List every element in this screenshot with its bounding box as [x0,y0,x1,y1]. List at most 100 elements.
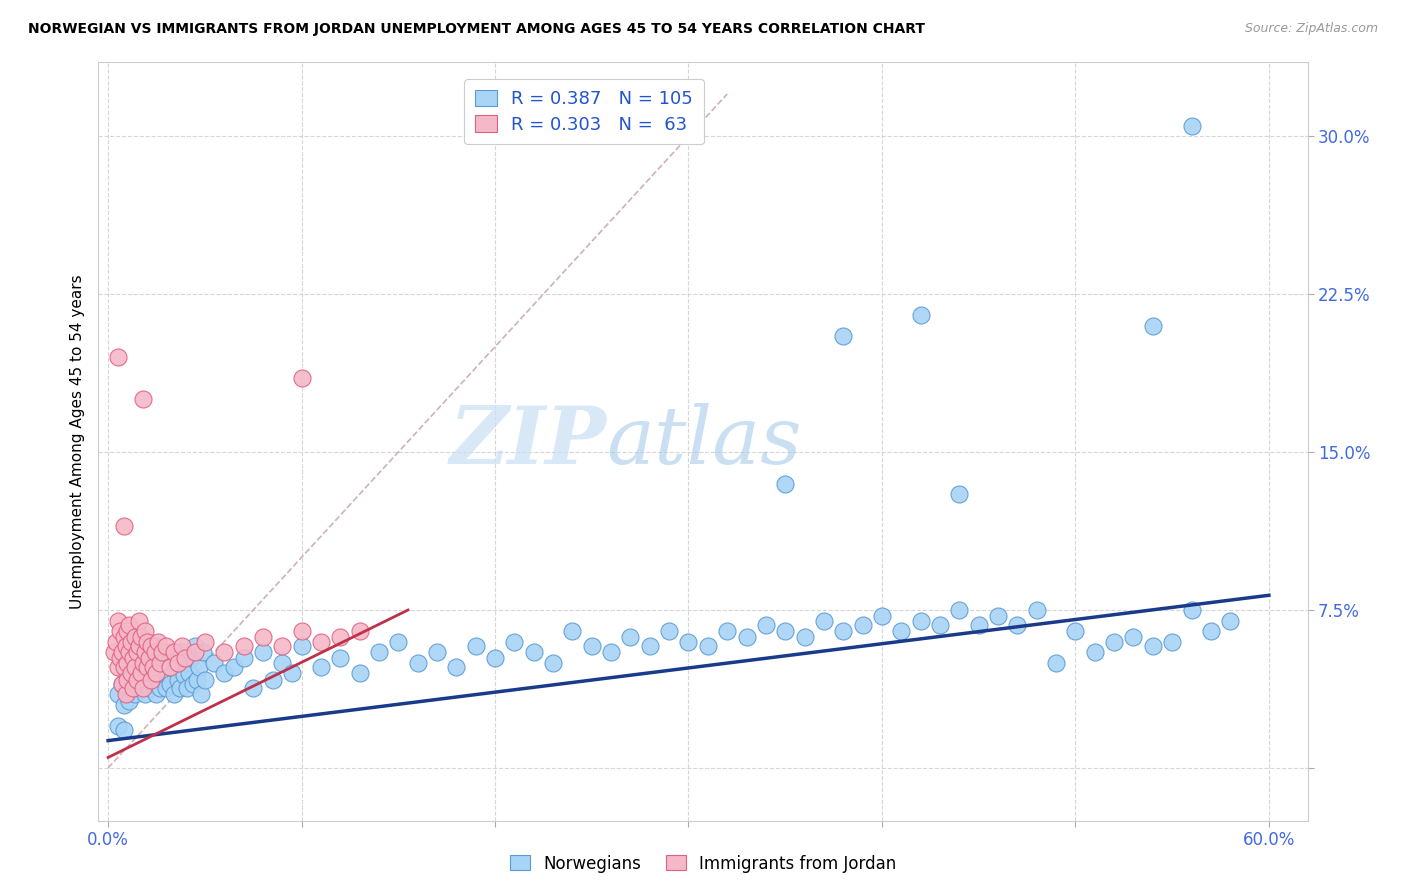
Point [948,603,970,617]
Point [174,651,197,665]
Point [114,687,136,701]
Point [561,624,583,639]
Point [150,651,173,665]
Point [122,651,145,665]
Point [145,687,167,701]
Point [406,656,429,670]
Point [128,639,150,653]
Point [793,631,815,645]
Point [252,645,274,659]
Point [132,651,155,665]
Point [1161,634,1184,648]
Point [368,645,391,659]
Point [104,634,127,648]
Point [135,660,157,674]
Point [111,645,134,659]
Point [145,656,167,670]
Point [262,673,284,687]
Point [107,660,129,674]
Point [159,677,181,691]
Point [128,681,150,695]
Point [122,681,145,695]
Point [638,639,661,653]
Point [890,624,912,639]
Point [143,645,166,659]
Point [735,631,758,645]
Y-axis label: Unemployment Among Ages 45 to 54 years: Unemployment Among Ages 45 to 54 years [69,274,84,609]
Point [157,666,180,681]
Point [1084,645,1107,659]
Point [170,645,193,659]
Point [184,645,207,659]
Point [290,624,312,639]
Point [103,645,125,659]
Point [1199,624,1222,639]
Point [155,645,177,659]
Point [163,645,186,659]
Point [600,645,623,659]
Point [132,656,155,670]
Text: ZIP: ZIP [450,403,606,480]
Point [142,677,165,691]
Point [107,687,129,701]
Point [755,617,778,632]
Point [1122,631,1144,645]
Point [118,693,141,707]
Point [122,645,145,659]
Point [114,666,136,681]
Point [204,656,226,670]
Point [658,624,681,639]
Point [716,624,738,639]
Point [166,673,188,687]
Point [129,670,152,684]
Legend: R = 0.387   N = 105, R = 0.303   N =  63: R = 0.387 N = 105, R = 0.303 N = 63 [464,79,703,145]
Point [1142,639,1164,653]
Point [143,639,166,653]
Point [117,681,139,695]
Point [112,698,135,712]
Point [118,645,141,659]
Point [165,660,187,674]
Point [132,392,155,407]
Point [155,681,177,695]
Point [523,645,546,659]
Point [1142,318,1164,333]
Point [1025,603,1047,617]
Point [1007,617,1029,632]
Point [139,639,162,653]
Point [190,687,212,701]
Point [155,639,177,653]
Point [129,666,152,681]
Point [124,660,146,674]
Point [107,351,129,365]
Point [163,687,186,701]
Point [1045,656,1067,670]
Point [503,634,526,648]
Point [329,651,352,665]
Point [117,656,139,670]
Point [349,624,371,639]
Point [138,651,160,665]
Point [852,617,875,632]
Point [134,687,156,701]
Point [212,666,235,681]
Point [111,677,134,691]
Point [160,656,183,670]
Point [112,518,135,533]
Point [910,614,932,628]
Point [290,371,312,385]
Point [120,673,142,687]
Point [349,666,371,681]
Point [129,631,152,645]
Point [191,645,214,659]
Point [176,681,198,695]
Point [127,634,149,648]
Point [696,639,718,653]
Point [271,656,294,670]
Point [127,645,149,659]
Point [813,614,835,628]
Point [112,723,135,737]
Point [166,656,188,670]
Legend: Norwegians, Immigrants from Jordan: Norwegians, Immigrants from Jordan [503,848,903,880]
Point [134,645,156,659]
